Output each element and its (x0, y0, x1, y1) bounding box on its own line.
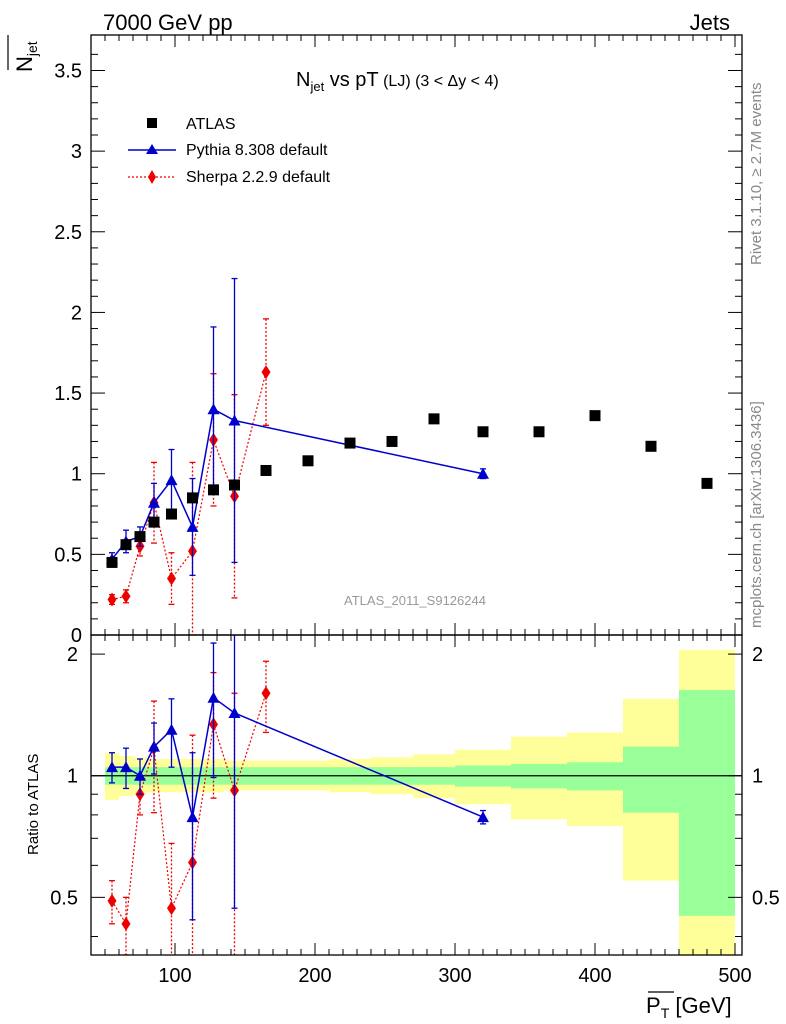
pythia-point (207, 403, 220, 415)
atlas-point (428, 413, 440, 425)
pythia-point (148, 496, 160, 508)
ratio-band-inner (679, 689, 735, 916)
x-tick-label: 300 (438, 965, 471, 987)
top-y-tick-label: 0.5 (54, 544, 82, 566)
atlas-point (701, 477, 713, 489)
ratio-frame (90, 634, 743, 956)
pythia-point (477, 467, 489, 479)
pythia-ratio-point (228, 706, 241, 718)
sherpa-ratio-line (111, 693, 267, 926)
top-y-tick-label: 3.5 (54, 60, 82, 82)
sherpa-point (121, 589, 131, 604)
atlas-point (302, 455, 314, 467)
top-y-tick-label: 2 (71, 302, 82, 324)
pythia-ratio-point (186, 811, 199, 823)
sherpa-ratio-point (107, 893, 117, 908)
sherpa-ratio-point (121, 916, 131, 931)
pythia-ratio-point (134, 769, 146, 781)
atlas-point (148, 516, 160, 528)
ratio-y-tick-label-right: 2 (752, 644, 763, 666)
atlas-point (589, 410, 601, 422)
atlas-point (187, 492, 198, 504)
legend-label-atlas: ATLAS (186, 116, 236, 133)
sherpa-point (167, 571, 176, 586)
pythia-point (165, 474, 178, 486)
sherpa-ratio-point (261, 686, 271, 701)
ratio-band-inner (623, 746, 679, 813)
ratio-panel (91, 635, 742, 955)
atlas-point (260, 464, 272, 476)
top-y-tick-label: 3 (71, 141, 82, 163)
x-axis-label: PT [GeV] (646, 991, 732, 1021)
legend-entry-sherpa: Sherpa 2.2.9 default (128, 169, 331, 186)
legend: ATLAS Pythia 8.308 default Sherpa 2.2.9 … (128, 116, 331, 186)
ratio-y-tick-label-right: 1 (752, 766, 763, 788)
atlas-point (134, 531, 146, 543)
atlas-point (477, 426, 489, 438)
top-y-tick-label: 1 (71, 464, 82, 486)
legend-entry-atlas: ATLAS (147, 116, 236, 133)
pythia-point (186, 520, 199, 532)
top-y-tick-label: 1.5 (54, 383, 82, 405)
legend-entry-pythia: Pythia 8.308 default (128, 142, 328, 159)
legend-label-sherpa: Sherpa 2.2.9 default (186, 169, 331, 186)
analysis-id: ATLAS_2011_S9126244 (344, 593, 486, 608)
collision-label: 7000 GeV pp (103, 10, 233, 35)
atlas-point (120, 539, 132, 551)
ratio-y-tick-label: 2 (67, 644, 78, 666)
pythia-ratio-point (477, 811, 489, 823)
atlas-point (229, 479, 240, 491)
top-y-tick-label: 2.5 (54, 222, 82, 244)
mcplots-credit: mcplots.cern.ch [arXiv:1306.3436] (748, 401, 765, 628)
pythia-ratio-point (106, 761, 118, 773)
main-panel (106, 277, 713, 635)
pythia-ratio-point (120, 761, 132, 773)
ratio-y-axis-label: Ratio to ATLAS (25, 754, 42, 855)
atlas-point (166, 508, 177, 520)
atlas-point (208, 484, 219, 496)
atlas-point (344, 437, 356, 449)
top-y-tick-label: 0 (71, 625, 82, 647)
process-label: Jets (690, 10, 730, 35)
atlas-point (386, 435, 398, 447)
legend-label-pythia: Pythia 8.308 default (186, 142, 328, 159)
atlas-point (106, 556, 118, 568)
ratio-uncertainty-bands (105, 649, 735, 955)
sherpa-point (107, 592, 117, 607)
sherpa-line (111, 371, 267, 601)
svg-text:PT [GeV]: PT [GeV] (646, 993, 732, 1021)
pythia-ratio-point (165, 723, 178, 735)
x-tick-label: 200 (298, 965, 331, 987)
atlas-point (533, 426, 545, 438)
ratio-y-tick-label: 0.5 (50, 887, 78, 909)
x-tick-label: 100 (158, 965, 191, 987)
sherpa-point (261, 365, 271, 380)
x-tick-label: 500 (718, 965, 751, 987)
rivet-credit: Rivet 3.1.10, ≥ 2.7M events (748, 83, 765, 266)
ratio-y-tick-label-right: 0.5 (752, 887, 780, 909)
plot-title: Njet vs pT (LJ) (3 < Δy < 4) (296, 69, 499, 94)
pythia-ratio-point (148, 740, 160, 752)
axes: 100 200 300 400 500 0 0.5 1 1.5 2 2.5 3 3.5 0.5 0.5 1 1 2… (50, 34, 780, 987)
pythia-point (228, 414, 241, 426)
ratio-y-tick-label: 1 (67, 766, 78, 788)
sherpa-ratio-point (167, 901, 176, 916)
atlas-point (645, 440, 657, 452)
pythia-ratio-point (207, 691, 220, 703)
top-y-axis-label: Njet (7, 35, 40, 72)
x-tick-label: 400 (578, 965, 611, 987)
svg-text:Njet: Njet (12, 41, 40, 72)
